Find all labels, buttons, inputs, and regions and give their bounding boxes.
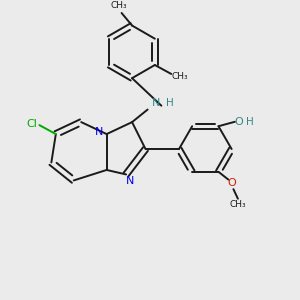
Text: N: N <box>95 127 103 137</box>
Text: O: O <box>234 117 243 127</box>
Text: CH₃: CH₃ <box>172 72 189 81</box>
Text: CH₃: CH₃ <box>230 200 246 209</box>
Text: N: N <box>125 176 134 186</box>
Text: H: H <box>166 98 173 108</box>
Text: N: N <box>152 98 160 108</box>
Text: H: H <box>246 117 254 127</box>
Text: Cl: Cl <box>26 118 37 129</box>
Text: CH₃: CH₃ <box>111 1 128 10</box>
Text: O: O <box>227 178 236 188</box>
